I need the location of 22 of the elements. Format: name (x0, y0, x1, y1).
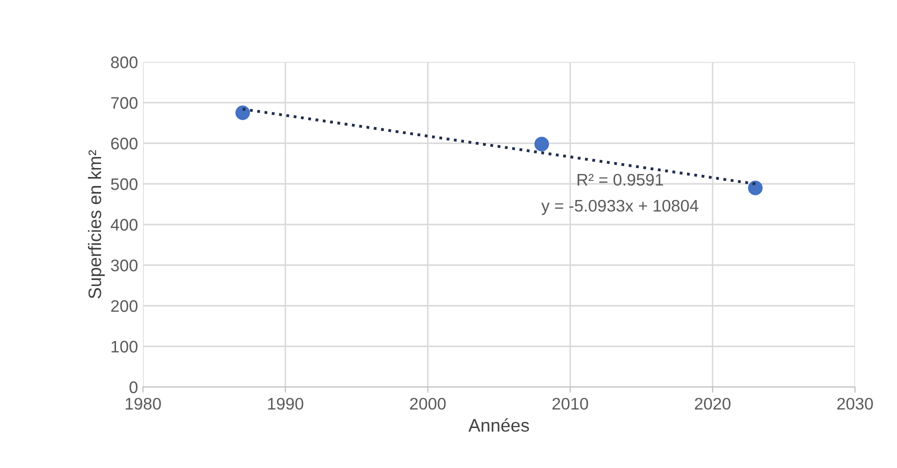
y-tick-label: 400 (110, 218, 138, 231)
annotation: y = -5.0933x + 10804 (541, 200, 698, 215)
point (534, 136, 549, 152)
y-tick-label: 0 (130, 381, 138, 394)
y-tick-label: 200 (111, 300, 138, 312)
y-tick-label: 100 (112, 340, 138, 353)
x-tick-label: 1980 (126, 398, 161, 410)
x-tick-label: 2010 (552, 398, 588, 410)
x-tick-label: 1990 (268, 398, 304, 410)
x-tick-label: 2020 (694, 398, 730, 410)
annotation: R² = 0.9591 (578, 174, 664, 186)
y-tick-label: 600 (111, 138, 138, 150)
y-tick-label: 300 (110, 260, 138, 272)
y-tick-label: 700 (111, 97, 138, 109)
x-tick-label: 2000 (410, 398, 446, 410)
y-tick-label: 800 (111, 56, 138, 68)
x-tick-label: 2030 (837, 398, 873, 410)
y-axis-title: Superficies en km² (88, 150, 105, 298)
x-axis-title: Années (468, 418, 529, 432)
y-tick-label: 500 (111, 178, 138, 190)
point (235, 106, 250, 120)
point (748, 180, 763, 196)
